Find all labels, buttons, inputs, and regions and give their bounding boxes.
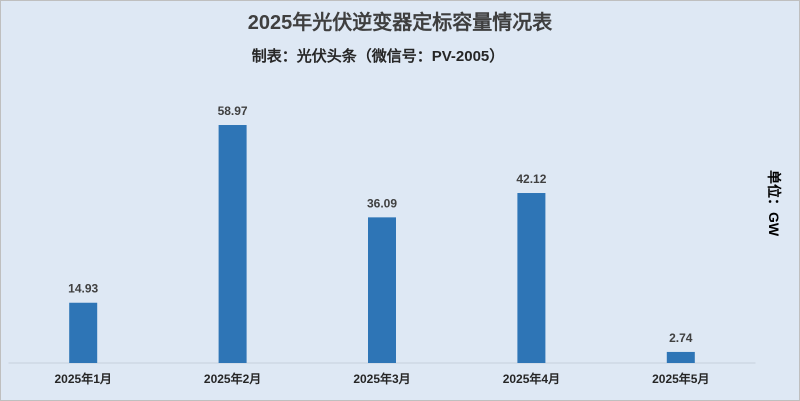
x-tick-label-5: 2025年5月 — [652, 371, 709, 386]
x-tick-label-1: 2025年1月 — [55, 371, 112, 386]
data-label-5: 2.74 — [669, 331, 693, 345]
bar-1 — [69, 302, 98, 363]
bar-5 — [666, 351, 695, 363]
x-tick-label-2: 2025年2月 — [204, 371, 261, 386]
chart-subtitle: 制表：光伏头条（微信号：PV-2005） — [252, 47, 505, 65]
data-labels: 14.93 58.97 36.09 42.12 2.74 — [68, 104, 693, 345]
data-label-3: 36.09 — [367, 196, 397, 210]
x-tick-label-3: 2025年3月 — [353, 371, 410, 386]
bar-3 — [368, 217, 396, 363]
bar-series — [69, 125, 695, 363]
data-label-2: 58.97 — [218, 104, 248, 118]
data-label-1: 14.93 — [68, 282, 98, 296]
bar-2 — [218, 125, 247, 363]
unit-label: 单位：GW — [766, 170, 782, 237]
x-tick-label-4: 2025年4月 — [503, 371, 560, 386]
data-label-4: 42.12 — [516, 172, 546, 186]
x-tick-labels: 2025年1月 2025年2月 2025年3月 2025年4月 2025年5月 — [55, 371, 710, 386]
chart-title: 2025年光伏逆变器定标容量情况表 — [248, 10, 553, 34]
bar-4 — [517, 193, 546, 363]
